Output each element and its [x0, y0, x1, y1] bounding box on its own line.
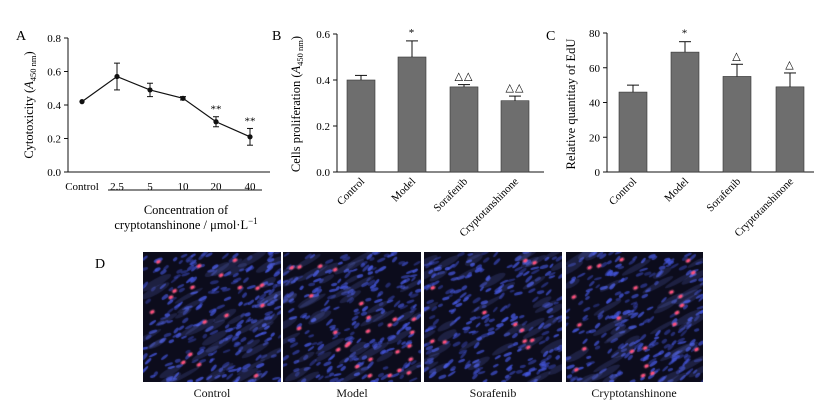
panel-c-y-tick-label: 0 [595, 167, 601, 179]
panel-a-significance-label: ** [245, 115, 256, 127]
panel-a-data-point [213, 119, 219, 125]
panel-b-bar [397, 56, 427, 173]
panel-b-error-bar [355, 74, 367, 80]
panel-c-y-tick-label: 80 [589, 28, 601, 40]
micrograph-label-model: Model [336, 386, 368, 400]
panel-b-y-tick-label: 0.0 [316, 167, 330, 179]
panel-a-y-tick-label: 0.2 [47, 134, 61, 146]
panel-b-bar [500, 100, 530, 173]
micrograph-cryptotanshinone-image [566, 252, 703, 382]
panel-c-error-bar [627, 84, 639, 93]
panel-d-letter: D [95, 257, 105, 272]
panel-a-significance-label: ** [211, 104, 222, 116]
panel-a-x-tick-label: 5 [147, 181, 153, 193]
micrograph-label-control: Control [193, 386, 231, 400]
panel-a-y-tick-label: 0.4 [47, 100, 61, 112]
micrograph-label-sorafenib: Sorafenib [469, 386, 517, 400]
panel-a-series-line [81, 75, 251, 138]
micrograph-model [283, 252, 421, 382]
panel-a-y-tick-label: 0.8 [47, 33, 61, 45]
panel-b-significance-label: △△ [506, 82, 525, 94]
panel-a-x-tick-label: 20 [211, 181, 223, 193]
panel-c-x-tick-label: Sorafenib [704, 175, 743, 214]
micrograph-control-image [143, 252, 281, 382]
panel-b-error-bar [509, 95, 521, 101]
panel-b-y-tick-label: 0.6 [316, 29, 330, 41]
panel-b-x-tick-label: Control [335, 176, 367, 208]
panel-b-bar [449, 86, 479, 173]
panel-c-bar [670, 51, 700, 173]
panel-a-x-tick-label: 40 [245, 181, 257, 193]
panel-b-y-tick-label: 0.2 [316, 121, 330, 133]
panel-b-error-bar [458, 84, 470, 87]
panel-a-x-label-line1: Concentration of [144, 203, 229, 217]
panel-b-bar [346, 79, 376, 173]
panel-a-y-tick-label: 0.6 [47, 67, 61, 79]
micrograph-cryptotanshinone [566, 252, 703, 382]
panel-c-significance-label: △ [785, 59, 794, 71]
panel-a-data-point [247, 134, 253, 140]
panel-a-x-label-line2: cryptotanshinone / μmol·L−1 [114, 216, 257, 232]
panel-c-x-tick-label: Model [662, 176, 691, 205]
panel-a-data-point [180, 95, 186, 101]
panel-a-y-tick-label: 0.0 [47, 167, 61, 179]
micrograph-label-cryptotanshinone: Cryptotanshinone [591, 386, 677, 400]
panel-a-data-point [79, 99, 85, 105]
panel-b-y-tick-label: 0.4 [316, 75, 330, 87]
micrograph-sorafenib [424, 252, 562, 382]
panel-c-letter: C [546, 29, 555, 44]
panel-b-x-tick-label: Model [389, 176, 418, 205]
panel-a-x-tick-label: Control [65, 181, 99, 193]
panel-a-x-tick-label: 10 [178, 181, 190, 193]
panel-b-letter: B [272, 29, 281, 44]
micrograph-model-image [283, 252, 421, 382]
panel-a-x-tick-label: 2.5 [110, 181, 124, 193]
panel-c-error-bar [731, 63, 743, 77]
panel-b-bar-chart: B 0.0 0.2 0.4 0.6 * △△ △△ Control Model Sorafen… [272, 27, 544, 239]
panel-b-x-tick-label: Sorafenib [431, 175, 470, 214]
panel-c-bar [618, 91, 648, 173]
panel-c-y-tick-label: 60 [589, 63, 601, 75]
panel-c-y-tick-label: 40 [589, 98, 601, 110]
panel-c-x-tick-label: Control [607, 176, 639, 208]
panel-c-significance-label: △ [732, 50, 741, 62]
panel-b-y-label: Cells proliferation (A450 nm) [289, 36, 305, 172]
panel-c-bar [722, 76, 752, 173]
panel-c-error-bar [679, 41, 691, 53]
micrograph-sorafenib-image [424, 252, 562, 382]
panel-a-data-point [147, 87, 153, 93]
panel-a-line-chart: A 0.0 0.2 0.4 0.6 0.8 ** ** Control 2.5 5 10 20 40… [16, 29, 270, 232]
panel-a-letter: A [16, 29, 27, 44]
panel-b-error-bar [406, 40, 418, 57]
panel-a-y-label: Cytotoxicity (A450 nm) [22, 51, 38, 158]
panel-b-significance-label: * [409, 27, 416, 39]
micrograph-control [143, 252, 281, 382]
panel-c-bar [775, 86, 805, 173]
panel-c-error-bar [784, 72, 796, 87]
panel-b-significance-label: △△ [455, 71, 474, 83]
panel-c-significance-label: * [682, 28, 689, 40]
panel-c-y-label: Relative quantitay of EdU [564, 39, 578, 170]
panel-c-y-tick-label: 20 [589, 132, 601, 144]
panel-a-data-point [114, 73, 120, 80]
